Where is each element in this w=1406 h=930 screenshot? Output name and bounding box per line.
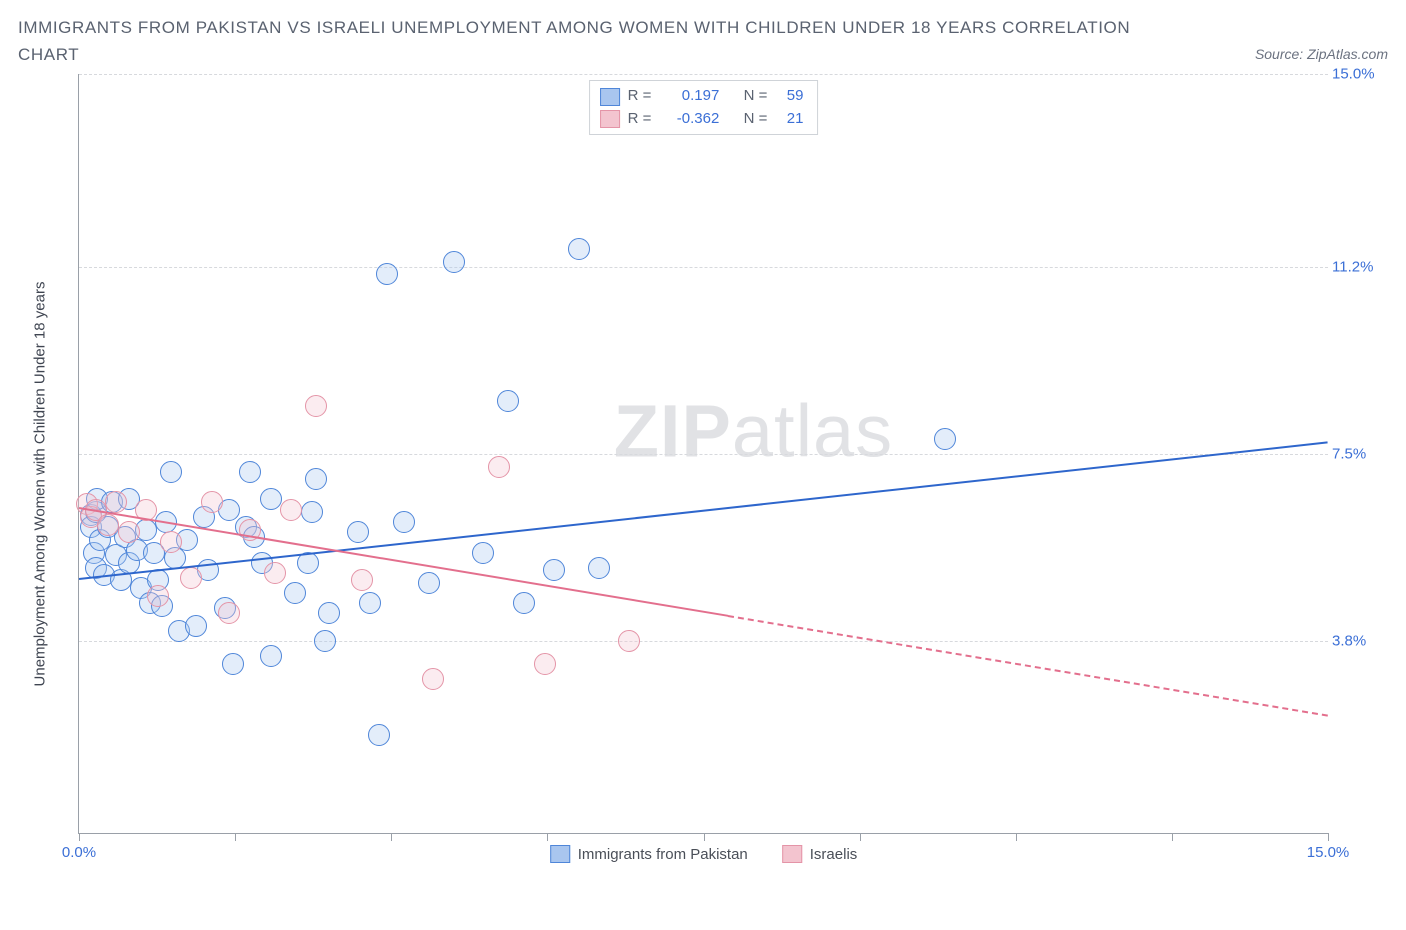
legend-n-label: N = (744, 85, 768, 108)
data-point-pink (264, 562, 286, 584)
data-point-blue (393, 511, 415, 533)
data-point-pink (147, 585, 169, 607)
data-point-blue (284, 582, 306, 604)
header-row: IMMIGRANTS FROM PAKISTAN VS ISRAELI UNEM… (18, 14, 1388, 68)
data-point-pink (97, 514, 119, 536)
legend-item-blue: Immigrants from Pakistan (550, 845, 748, 863)
data-point-pink (201, 491, 223, 513)
data-point-blue (160, 461, 182, 483)
gridline (79, 454, 1328, 455)
data-point-blue (568, 238, 590, 260)
legend-r-blue: 0.197 (659, 85, 719, 108)
data-point-blue (222, 653, 244, 675)
x-tick (1172, 833, 1173, 841)
source-label: Source: (1255, 46, 1303, 62)
legend-r-label: R = (628, 108, 652, 131)
legend-n-label: N = (744, 108, 768, 131)
data-point-pink (534, 653, 556, 675)
x-tick (547, 833, 548, 841)
data-point-pink (618, 630, 640, 652)
data-point-pink (488, 456, 510, 478)
y-tick-label: 11.2% (1332, 258, 1384, 275)
data-point-blue (418, 572, 440, 594)
x-tick (235, 833, 236, 841)
data-point-pink (305, 395, 327, 417)
legend-swatch-pink (600, 110, 620, 128)
y-tick-label: 7.5% (1332, 445, 1384, 462)
data-point-pink (351, 569, 373, 591)
legend-swatch-pink (782, 845, 802, 863)
legend-stats-row-blue: R = 0.197 N = 59 (600, 85, 804, 108)
data-point-blue (376, 263, 398, 285)
legend-swatch-blue (600, 88, 620, 106)
gridline (79, 267, 1328, 268)
legend-r-pink: -0.362 (659, 108, 719, 131)
y-tick-label: 15.0% (1332, 66, 1384, 83)
gridline (79, 74, 1328, 75)
data-point-blue (301, 501, 323, 523)
x-axis-label-right: 15.0% (1307, 844, 1350, 861)
legend-stats-row-pink: R = -0.362 N = 21 (600, 108, 804, 131)
data-point-blue (260, 488, 282, 510)
data-point-blue (260, 645, 282, 667)
x-tick (704, 833, 705, 841)
x-tick (79, 833, 80, 841)
x-tick (391, 833, 392, 841)
data-point-pink (422, 668, 444, 690)
data-point-blue (472, 542, 494, 564)
legend-label-blue: Immigrants from Pakistan (578, 846, 748, 863)
y-axis-title: Unemployment Among Women with Children U… (32, 282, 49, 687)
data-point-pink (160, 531, 182, 553)
data-point-pink (218, 602, 240, 624)
trendline-blue (79, 441, 1328, 580)
watermark-zip: ZIP (614, 390, 732, 473)
legend-label-pink: Israelis (810, 846, 858, 863)
data-point-blue (239, 461, 261, 483)
watermark-atlas: atlas (732, 390, 893, 473)
x-tick (1328, 833, 1329, 841)
data-point-blue (497, 390, 519, 412)
chart-outer: Unemployment Among Women with Children U… (18, 74, 1388, 894)
data-point-pink (180, 567, 202, 589)
data-point-blue (368, 724, 390, 746)
trendline-pink-dashed (728, 615, 1328, 717)
chart-title: IMMIGRANTS FROM PAKISTAN VS ISRAELI UNEM… (18, 14, 1168, 68)
data-point-blue (513, 592, 535, 614)
watermark: ZIPatlas (614, 389, 893, 474)
legend-stats: R = 0.197 N = 59 R = -0.362 N = 21 (589, 80, 819, 135)
data-point-pink (280, 499, 302, 521)
y-tick-label: 3.8% (1332, 633, 1384, 650)
data-point-blue (314, 630, 336, 652)
data-point-blue (185, 615, 207, 637)
legend-item-pink: Israelis (782, 845, 858, 863)
data-point-blue (359, 592, 381, 614)
data-point-blue (443, 251, 465, 273)
gridline (79, 641, 1328, 642)
legend-r-label: R = (628, 85, 652, 108)
legend-n-blue: 59 (775, 85, 803, 108)
legend-n-pink: 21 (775, 108, 803, 131)
data-point-blue (934, 428, 956, 450)
x-tick (1016, 833, 1017, 841)
data-point-pink (118, 521, 140, 543)
data-point-blue (305, 468, 327, 490)
source-value: ZipAtlas.com (1307, 46, 1388, 62)
legend-series: Immigrants from Pakistan Israelis (550, 845, 858, 863)
legend-swatch-blue (550, 845, 570, 863)
data-point-blue (543, 559, 565, 581)
data-point-blue (347, 521, 369, 543)
data-point-blue (588, 557, 610, 579)
x-axis-label-left: 0.0% (62, 844, 96, 861)
data-point-blue (318, 602, 340, 624)
x-tick (860, 833, 861, 841)
chart-container: IMMIGRANTS FROM PAKISTAN VS ISRAELI UNEM… (0, 0, 1406, 930)
data-point-pink (105, 491, 127, 513)
plot-area: ZIPatlas R = 0.197 N = 59 R = -0.362 (78, 74, 1328, 834)
